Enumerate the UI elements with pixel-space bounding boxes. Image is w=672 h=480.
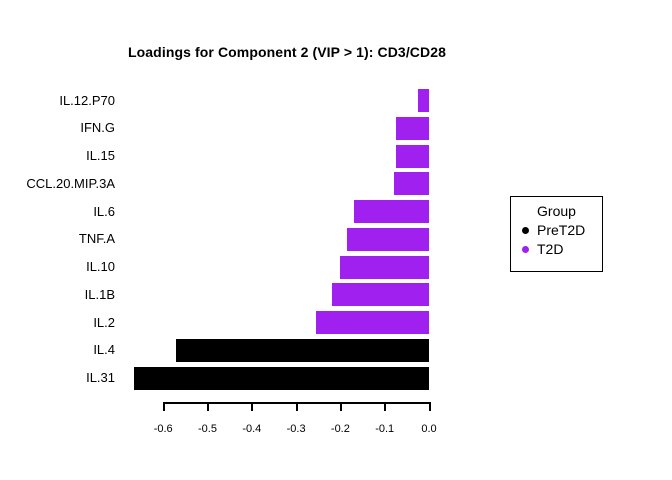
bar-il-2: [316, 311, 429, 335]
category-label-il-6: IL.6: [93, 203, 115, 219]
bar-tnf-a: [347, 227, 429, 251]
category-label-il-1b: IL.1B: [84, 286, 115, 302]
category-label-tnf-a: TNF.A: [78, 231, 115, 247]
x-axis-tick-label: -0.3: [286, 423, 306, 435]
x-axis-tick-label: -0.5: [198, 423, 217, 435]
x-axis-tick: [384, 402, 387, 411]
legend-entry-pret2d: PreT2D: [522, 223, 602, 238]
x-axis-tick-label: 0.0: [421, 423, 437, 435]
legend-box: Group PreT2D T2D: [510, 196, 603, 272]
category-label-il-31: IL.31: [86, 370, 115, 386]
x-axis-tick-label: -0.1: [375, 423, 395, 435]
bar-il-6: [353, 200, 429, 224]
pret2d-swatch-dot: [522, 227, 529, 234]
category-label-ifn-g: IFN.G: [80, 120, 115, 136]
bar-il-12-p70: [417, 89, 429, 112]
bar-il-1b: [331, 283, 429, 307]
x-axis-tick-label: -0.4: [242, 423, 262, 435]
bar-il-15: [395, 144, 429, 168]
category-label-il-15: IL.15: [86, 148, 115, 164]
x-axis-tick: [162, 402, 165, 411]
chart-title: Loadings for Component 2 (VIP > 1): CD3/…: [127, 44, 446, 60]
bar-il-31: [134, 366, 429, 390]
x-axis-tick-label: -0.6: [153, 423, 173, 435]
category-label-il-2: IL.2: [93, 314, 115, 330]
x-axis-tick: [428, 402, 431, 411]
x-axis-tick-label: -0.2: [330, 423, 350, 435]
bar-il-10: [340, 255, 429, 279]
bar-ifn-g: [395, 116, 429, 140]
x-axis-tick: [251, 402, 254, 411]
category-label-il-12-p70: IL.12.P70: [59, 92, 115, 108]
x-axis-tick: [295, 402, 298, 411]
bar-il-4: [176, 338, 429, 362]
category-label-ccl-20-mip-3a: CCL.20.MIP.3A: [26, 175, 115, 191]
category-label-il-10: IL.10: [86, 259, 115, 275]
legend-entry-pret2d-label: PreT2D: [537, 222, 586, 238]
legend-title: Group: [537, 203, 576, 219]
bar-ccl-20-mip-3a: [393, 172, 429, 196]
legend-entry-t2d: T2D: [522, 242, 602, 257]
category-label-il-4: IL.4: [93, 342, 115, 358]
legend-entry-t2d-label: T2D: [537, 241, 564, 257]
t2d-swatch-dot: [522, 246, 529, 253]
x-axis-tick: [207, 402, 209, 411]
x-axis-tick: [339, 402, 342, 411]
